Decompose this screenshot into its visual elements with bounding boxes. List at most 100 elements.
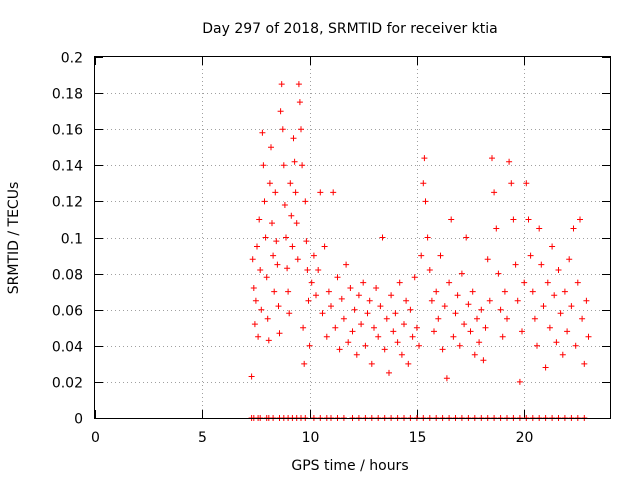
data-point [478, 306, 485, 313]
data-point [559, 351, 566, 358]
y-tick-label: 0.02 [52, 376, 83, 392]
data-point [283, 234, 289, 241]
data-point [516, 378, 523, 385]
data-point [275, 303, 282, 310]
data-point [405, 360, 412, 367]
x-tick-label: 0 [91, 430, 100, 446]
data-point [319, 310, 326, 317]
x-tick-label: 15 [409, 430, 427, 446]
data-point [555, 267, 562, 273]
data-point [276, 330, 283, 337]
data-point [332, 324, 339, 331]
data-point [383, 315, 390, 322]
data-point [285, 288, 292, 295]
data-point [343, 261, 350, 268]
data-point [508, 180, 515, 187]
data-point [252, 297, 259, 304]
data-point [261, 198, 268, 205]
data-point [255, 333, 262, 340]
data-point [458, 270, 465, 277]
y-tick-label: 0.08 [52, 268, 83, 284]
y-axis-label: SRMTID / TECUs [6, 182, 22, 295]
data-point [504, 315, 510, 322]
data-point [321, 243, 328, 250]
data-point [280, 162, 287, 169]
data-point [523, 180, 530, 187]
data-point [373, 285, 380, 291]
x-tick-label: 20 [516, 430, 534, 446]
data-point [249, 256, 256, 263]
data-point [338, 295, 345, 302]
data-point [349, 328, 356, 335]
data-point [546, 324, 553, 331]
chart-title: Day 297 of 2018, SRMTID for receiver kti… [202, 21, 497, 37]
data-point [540, 303, 547, 310]
data-point [260, 162, 267, 169]
data-point [461, 321, 468, 328]
y-tick-label: 0.18 [52, 87, 83, 103]
tick-labels: 0 0.02 0.04 0.06 0.08 0.1 0.12 0.14 0.16 0.18 0.2 0… [52, 51, 534, 447]
axis-ticks [95, 57, 610, 419]
data-point [450, 333, 457, 340]
data-point [299, 162, 306, 169]
data-point [495, 270, 502, 277]
data-point [572, 342, 579, 349]
data-point [268, 144, 274, 151]
y-tick-label: 0.1 [61, 232, 83, 248]
data-point [409, 333, 416, 340]
data-point [474, 315, 480, 322]
data-point [305, 297, 312, 304]
data-point [256, 216, 263, 223]
data-point [467, 328, 474, 335]
data-point [431, 328, 437, 335]
data-point [266, 180, 273, 187]
data-point [403, 297, 410, 304]
data-point [544, 279, 551, 286]
data-point [439, 346, 446, 353]
data-point [553, 339, 560, 346]
data-point [287, 180, 294, 187]
data-point [501, 288, 508, 295]
data-point [454, 292, 461, 299]
data-point [538, 261, 545, 268]
data-point [272, 189, 279, 196]
data-point [277, 108, 284, 115]
data-point [510, 216, 517, 223]
data-point [583, 297, 590, 304]
y-tick-label: 0.04 [52, 340, 83, 356]
data-point [270, 252, 277, 259]
data-point [418, 252, 425, 259]
data-point [284, 265, 291, 272]
y-tick-label: 0.12 [52, 195, 83, 211]
data-point [557, 310, 564, 317]
data-point [394, 339, 401, 346]
data-point [315, 267, 322, 273]
data-point [441, 303, 448, 310]
data-point [471, 351, 478, 358]
data-point [435, 315, 442, 322]
data-point [577, 216, 583, 223]
data-point [347, 285, 354, 291]
data-point [278, 81, 285, 88]
data-point [411, 274, 418, 281]
data-point [265, 337, 272, 344]
data-point [443, 375, 450, 382]
data-point [274, 261, 281, 268]
data-point [293, 220, 300, 227]
data-point [519, 328, 525, 335]
data-point [416, 342, 422, 349]
data-point [585, 333, 592, 340]
data-point [525, 216, 532, 223]
data-point [448, 216, 455, 223]
data-point [269, 220, 275, 227]
data-points [248, 81, 592, 421]
data-point [499, 333, 506, 340]
data-point [351, 306, 358, 313]
data-point [386, 369, 392, 376]
data-point [542, 364, 549, 371]
data-point [381, 346, 388, 353]
data-point [529, 288, 536, 295]
data-point [264, 315, 271, 322]
data-point [355, 292, 362, 299]
